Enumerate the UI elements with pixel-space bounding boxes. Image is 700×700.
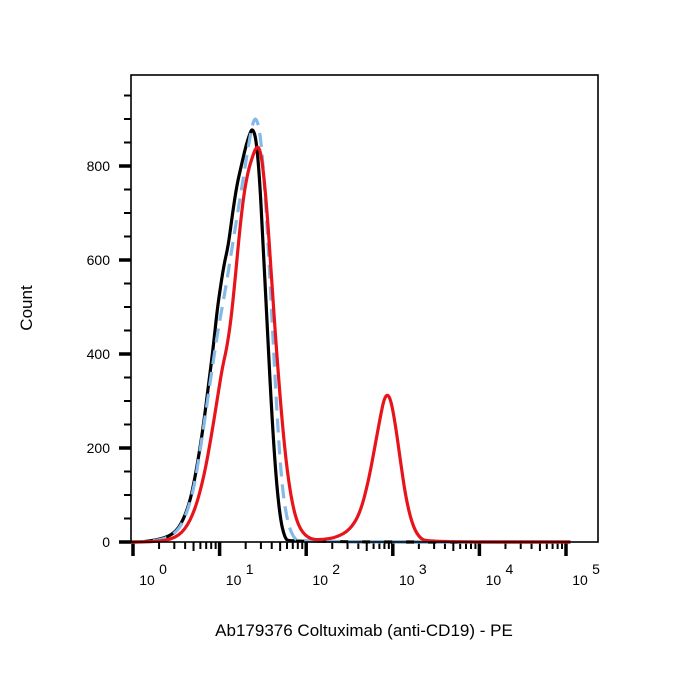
x-tick-exponent: 2 [332,561,340,577]
y-tick-label: 600 [87,252,111,268]
x-tick-label: 10 [226,572,242,588]
y-tick-label: 800 [87,158,111,174]
series-control-black [130,128,571,544]
y-tick-label: 400 [87,346,111,362]
plot-frame [130,74,599,543]
y-axis-title: Count [17,285,36,331]
x-axis-title: Ab179376 Coltuximab (anti-CD19) - PE [215,621,513,640]
x-tick-exponent: 4 [506,561,514,577]
x-tick-exponent: 5 [592,561,600,577]
series-isotype-blue-dashed [130,117,571,544]
x-tick-label: 10 [486,572,502,588]
x-tick-exponent: 1 [246,561,254,577]
x-tick-exponent: 3 [419,561,427,577]
y-tick-label: 200 [87,440,111,456]
x-tick-label: 10 [572,572,588,588]
x-tick-label: 10 [139,572,155,588]
y-axis-ticks: 0 200 400 600 800 [87,94,131,550]
x-tick-label: 10 [399,572,415,588]
x-tick-exponent: 0 [159,561,167,577]
series-coltuximab-red [130,145,571,544]
y-tick-label: 0 [102,534,110,550]
x-tick-label: 10 [312,572,328,588]
histogram-series [130,117,571,544]
